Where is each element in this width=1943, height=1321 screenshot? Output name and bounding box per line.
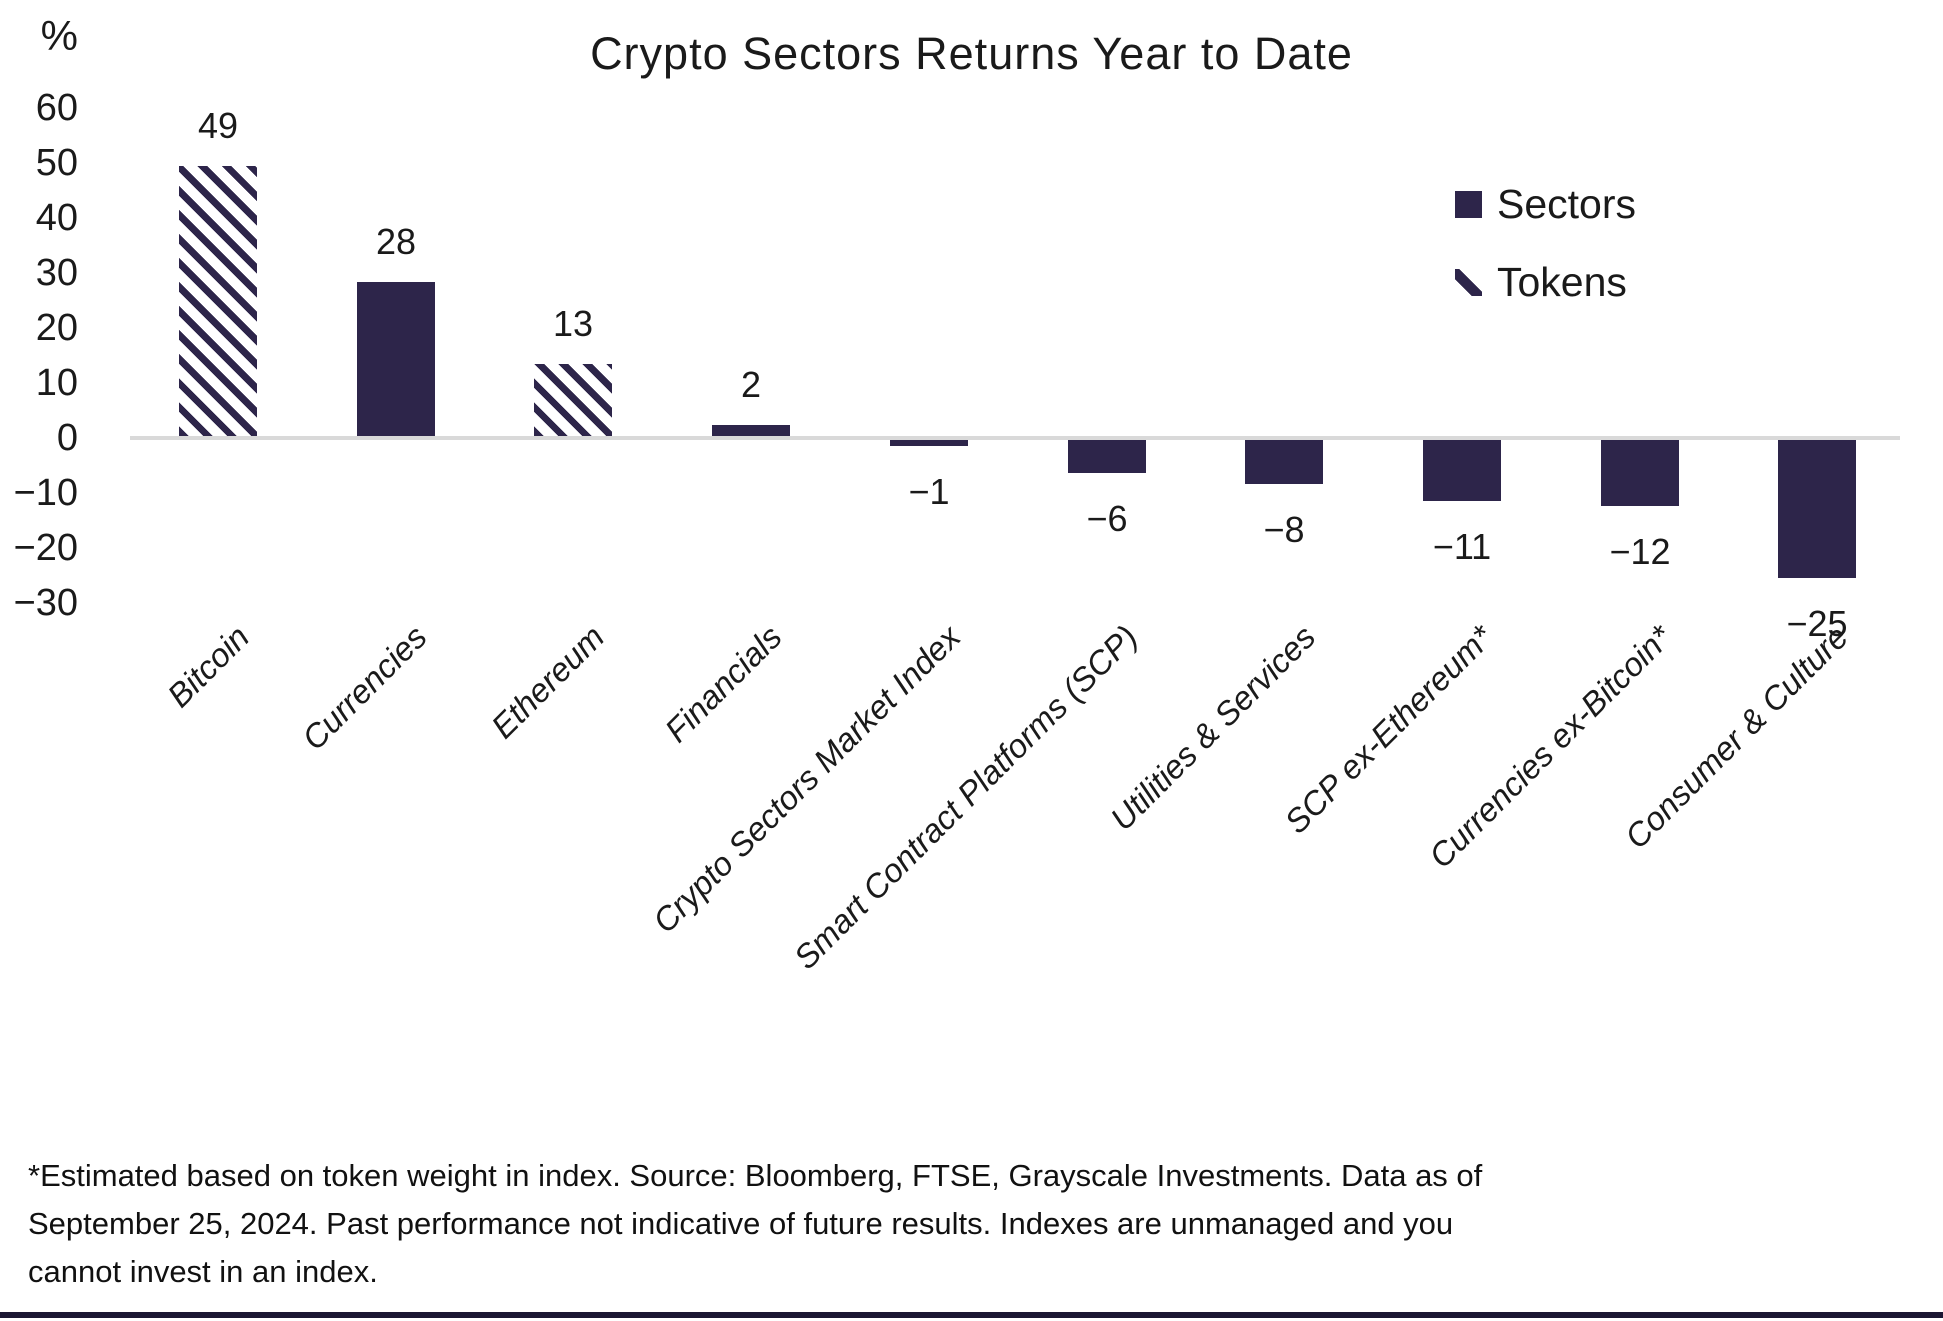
y-tick-20: 20 [35,307,78,349]
tokens-hatched-swatch-icon [1455,268,1482,296]
y-tick-10: 10 [35,362,78,404]
bar-smart-contract-platforms-scp [1068,440,1146,473]
footnote-line-2: September 25, 2024. Past performance not… [28,1206,1454,1241]
value-label-financials: 2 [740,364,762,405]
y-tick--20: −20 [13,527,78,569]
legend-label-tokens: Tokens [1497,258,1627,305]
legend: Sectors Tokens [1455,180,1636,338]
y-tick-60: 60 [35,87,78,129]
legend-item-sectors: Sectors [1455,180,1636,227]
value-label-utilities-services: −8 [1263,509,1305,550]
y-axis-unit-label: % [40,12,78,59]
footnote-line-1: *Estimated based on token weight in inde… [28,1158,1483,1193]
zero-axis-line [130,436,1900,440]
footnote-line-3: cannot invest in an index. [28,1254,378,1289]
value-label-smart-contract-platforms-scp: −6 [1086,498,1128,539]
bar-currencies-ex-bitcoin [1601,440,1679,506]
x-label-crypto-sectors-market-index: Crypto Sectors Market Index [645,618,968,940]
x-label-financials: Financials [657,618,790,750]
y-tick-40: 40 [35,197,78,239]
x-label-ethereum: Ethereum [483,618,612,746]
y-tick-30: 30 [35,252,78,294]
bar-crypto-sectors-market-index [890,440,968,446]
bar-bitcoin [179,166,257,436]
legend-label-sectors: Sectors [1497,180,1636,227]
bar-currencies [357,282,435,436]
bar-financials [712,425,790,436]
value-label-crypto-sectors-market-index: −1 [908,471,950,512]
legend-item-tokens: Tokens [1455,258,1636,305]
bar-scp-ex-ethereum [1423,440,1501,501]
value-label-scp-ex-ethereum: −11 [1432,526,1492,567]
bar-ethereum [534,364,612,436]
value-label-consumer-culture: −25 [1786,603,1848,644]
x-label-smart-contract-platforms-scp: Smart Contract Platforms (SCP) [786,618,1145,977]
bar-utilities-services [1245,440,1323,484]
y-tick--10: −10 [13,472,78,514]
footnote: *Estimated based on token weight in inde… [28,1152,1908,1296]
y-tick--30: −30 [13,582,78,624]
chart-title: Crypto Sectors Returns Year to Date [590,28,1353,79]
y-tick-50: 50 [35,142,78,184]
value-label-currencies: 28 [375,221,417,262]
x-label-currencies: Currencies [295,618,435,757]
sectors-solid-swatch-icon [1455,190,1482,218]
value-label-ethereum: 13 [552,303,594,344]
y-tick-0: 0 [56,417,78,459]
x-label-bitcoin: Bitcoin [159,618,257,715]
value-label-bitcoin: 49 [197,105,239,146]
value-label-currencies-ex-bitcoin: −12 [1609,531,1671,572]
bottom-border-rule [0,1312,1943,1318]
bar-consumer-culture [1778,440,1856,578]
